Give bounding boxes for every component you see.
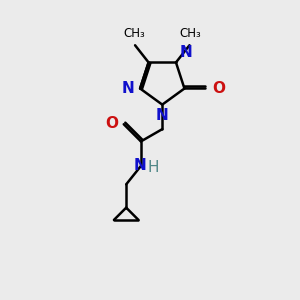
Text: N: N (156, 108, 169, 123)
Text: N: N (133, 158, 146, 173)
Text: CH₃: CH₃ (123, 27, 145, 40)
Text: N: N (121, 81, 134, 96)
Text: O: O (105, 116, 118, 130)
Text: CH₃: CH₃ (180, 27, 202, 40)
Text: O: O (212, 81, 225, 96)
Text: N: N (180, 45, 192, 60)
Text: H: H (147, 160, 159, 175)
